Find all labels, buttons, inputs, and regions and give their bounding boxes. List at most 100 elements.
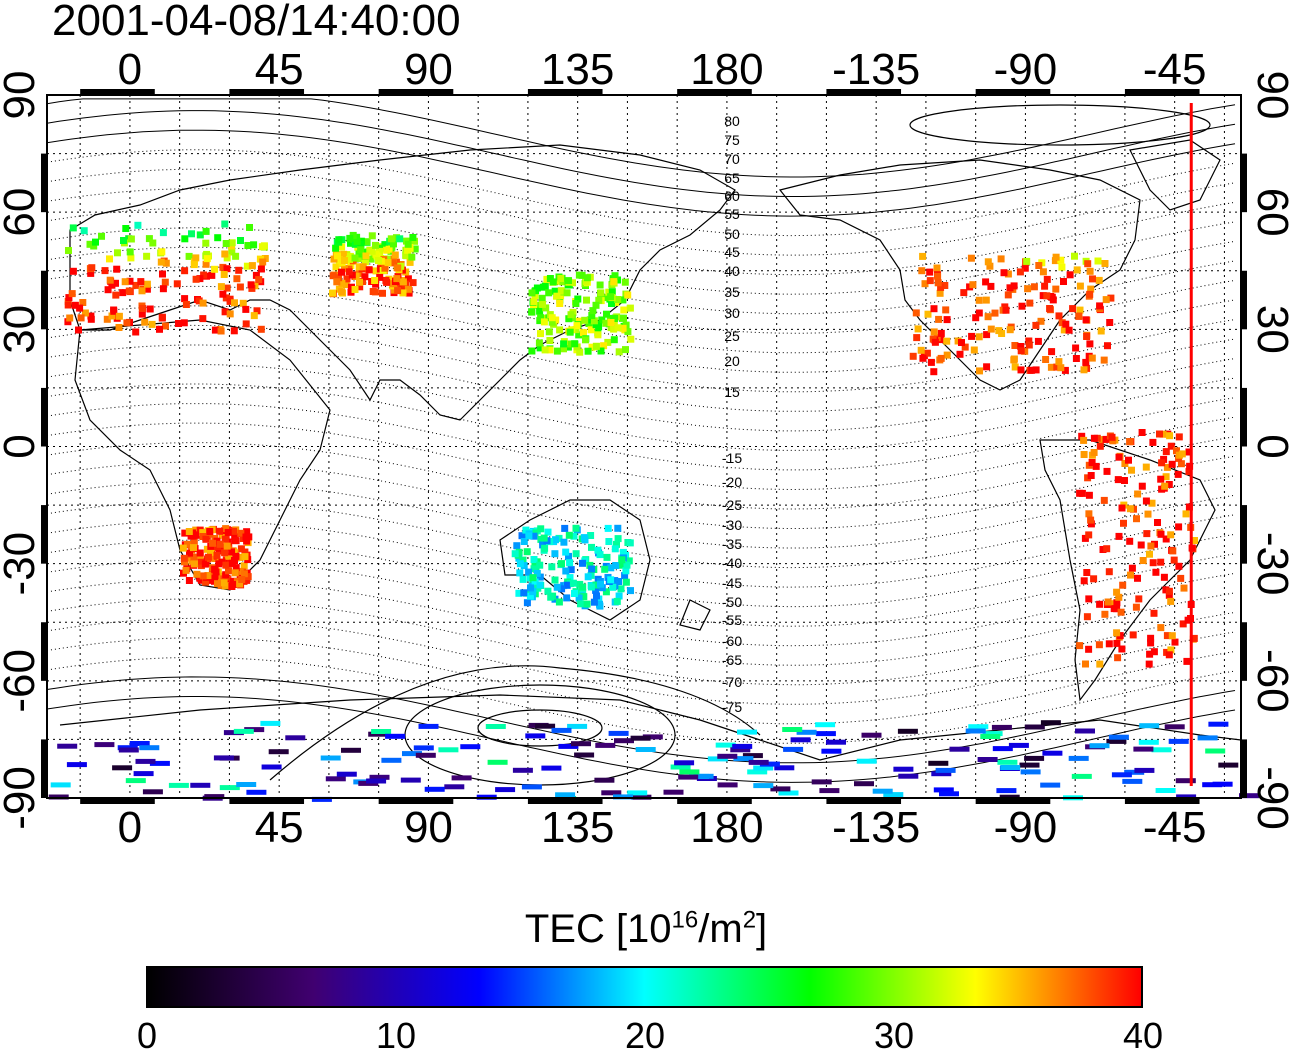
tec-cell: [346, 234, 354, 242]
tec-cell: [1040, 782, 1061, 788]
tec-cell: [937, 354, 945, 362]
tec-cell: [168, 782, 189, 788]
tec-cell: [390, 240, 397, 248]
tec-cell: [191, 560, 198, 568]
tec-cell: [548, 318, 556, 326]
tec-cell: [1185, 448, 1193, 456]
tec-cell: [355, 263, 363, 271]
tec-cell: [625, 557, 633, 565]
contour-label-south: -65: [722, 652, 742, 668]
frame-tick-top: [975, 89, 1051, 95]
tec-cell: [924, 310, 932, 318]
contour-line: [46, 246, 1236, 334]
tec-cell: [1087, 520, 1095, 528]
right-lat-label: 60: [1248, 188, 1292, 237]
tec-cell: [233, 728, 254, 734]
tec-cell: [202, 239, 210, 247]
tec-cell: [1117, 608, 1125, 616]
tec-cell: [77, 314, 85, 322]
tec-cell: [783, 746, 804, 752]
tec-cell: [1162, 535, 1170, 543]
tec-cell: [186, 549, 193, 557]
tec-cell: [228, 548, 236, 556]
tec-cell: [1163, 632, 1171, 640]
tec-cell: [159, 285, 167, 293]
tec-cell: [748, 759, 769, 765]
tec-cell: [715, 742, 736, 748]
tec-cell: [406, 258, 414, 266]
tec-cell: [1205, 748, 1226, 754]
map-title: 2001-04-08/14:40:00: [52, 0, 461, 45]
bottom-lon-label: -90: [994, 803, 1058, 852]
colorbar-tick-label: 10: [375, 1015, 417, 1056]
tec-cell: [1021, 264, 1029, 272]
tec-cell: [919, 354, 927, 362]
tec-cell: [572, 550, 580, 558]
tec-cell: [1041, 282, 1049, 290]
tec-cell: [325, 776, 346, 782]
tec-cell: [1115, 593, 1123, 601]
tec-cell: [1076, 306, 1084, 314]
tec-cell: [522, 526, 530, 534]
tec-cell: [883, 792, 904, 798]
tec-cell: [526, 592, 534, 600]
top-lon-label: 180: [690, 45, 763, 94]
tec-cell: [567, 340, 575, 348]
tec-cell: [192, 254, 200, 262]
tec-cell: [1083, 613, 1091, 621]
tec-cell: [408, 253, 416, 261]
tec-cell: [320, 755, 341, 761]
tec-cell: [197, 557, 205, 565]
contour-line: [46, 98, 1236, 178]
tec-cell: [196, 231, 204, 239]
tec-cell: [132, 281, 140, 289]
tec-cell: [123, 319, 131, 327]
tec-cell: [418, 723, 439, 729]
tec-cell: [1134, 574, 1141, 582]
tec-cell: [451, 775, 472, 781]
tec-cell: [567, 566, 575, 574]
tec-cell: [557, 287, 565, 295]
contour-line: [46, 559, 1236, 647]
tec-cell: [1115, 532, 1123, 540]
contour-label-north: 65: [724, 170, 740, 186]
tec-cell: [597, 347, 605, 355]
tec-cell: [596, 551, 604, 559]
tec-cell: [897, 728, 918, 734]
tec-cell: [1018, 302, 1026, 310]
tec-cell: [394, 282, 402, 290]
tec-cell: [1083, 569, 1091, 576]
tec-cell: [610, 336, 618, 344]
tec-cell: [1191, 537, 1198, 544]
tec-cell: [1087, 472, 1095, 479]
tec-cell: [230, 581, 237, 588]
tec-cell: [982, 278, 990, 286]
tec-cell: [970, 346, 978, 354]
tec-cell: [937, 329, 945, 337]
tec-cell: [569, 279, 576, 287]
tec-cell: [241, 553, 249, 561]
tec-cell: [595, 296, 603, 304]
tec-cell: [1174, 470, 1182, 478]
tec-cell: [372, 241, 379, 249]
tec-cell: [949, 746, 970, 752]
tec-cell: [556, 300, 564, 307]
tec-cell: [693, 773, 714, 779]
tec-cell: [707, 756, 728, 762]
tec-cell: [733, 756, 754, 762]
tec-cell: [893, 766, 914, 772]
tec-cell: [969, 281, 977, 289]
tec-cell: [216, 540, 224, 548]
contour-line: [46, 539, 1236, 627]
tec-cell: [566, 559, 574, 567]
tec-cell: [352, 272, 360, 280]
frame-tick-bottom: [80, 798, 155, 804]
tec-cell: [630, 735, 651, 741]
tec-cell: [1190, 634, 1198, 642]
tec-cell: [1167, 646, 1175, 654]
tec-cell: [614, 524, 622, 532]
tec-cell: [126, 277, 134, 285]
tec-cell: [134, 221, 142, 229]
tec-cell: [225, 567, 232, 575]
tec-cell: [485, 724, 506, 729]
